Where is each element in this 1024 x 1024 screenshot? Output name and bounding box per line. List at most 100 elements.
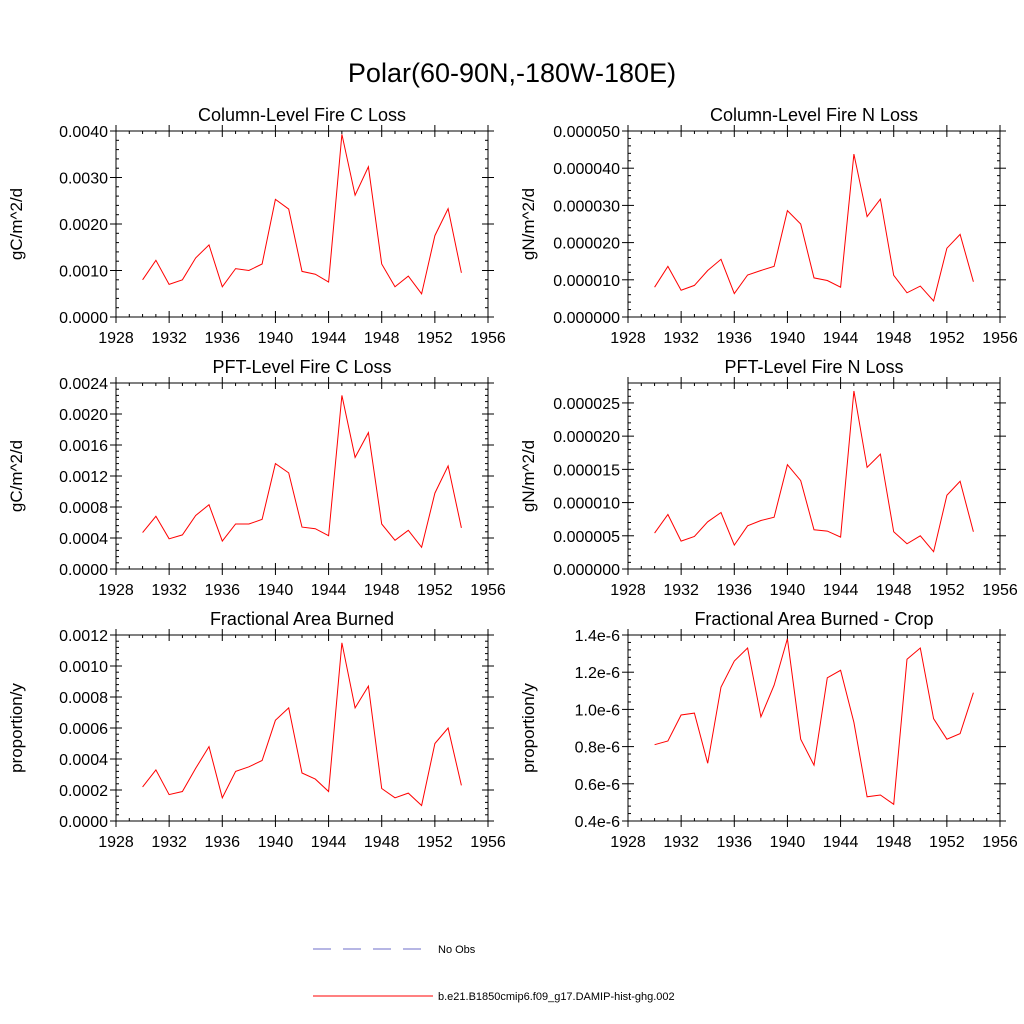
x-tick-label: 1948 xyxy=(876,330,912,347)
y-tick-label: 0.0000 xyxy=(59,310,108,327)
y-tick-label: 0.0004 xyxy=(59,752,108,769)
y-tick-label: 0.0024 xyxy=(59,376,108,393)
x-tick-label: 1948 xyxy=(364,834,400,851)
x-tick-label: 1952 xyxy=(929,330,965,347)
y-axis-label: proportion/y xyxy=(519,683,538,773)
y-axis-label: gC/m^2/d xyxy=(7,440,26,512)
panel-title: Fractional Area Burned - Crop xyxy=(694,609,933,629)
x-tick-label: 1936 xyxy=(204,330,240,347)
y-tick-label: 1.2e-6 xyxy=(575,665,620,682)
x-tick-label: 1932 xyxy=(663,834,699,851)
legend: No Obs b.e21.B1850cmip6.f09_g17.DAMIP-hi… xyxy=(313,944,675,1003)
y-tick-label: 0.000010 xyxy=(553,496,620,513)
y-tick-label: 0.000000 xyxy=(553,310,620,327)
x-tick-label: 1948 xyxy=(364,582,400,599)
series-line-1 xyxy=(142,395,462,549)
series-line-1 xyxy=(654,390,974,553)
plot-frame xyxy=(115,382,489,570)
chart-panel-3: PFT-Level Fire C Loss gC/m^2/d 1928 1932 193… xyxy=(7,357,506,599)
plot-frame xyxy=(627,382,1001,570)
chart-panel-4: PFT-Level Fire N Loss gN/m^2/d 1928 1932 193… xyxy=(519,357,1018,599)
x-tick-label: 1936 xyxy=(716,834,752,851)
x-tick-label: 1956 xyxy=(982,330,1018,347)
x-tick-label: 1928 xyxy=(610,330,646,347)
x-tick-label: 1940 xyxy=(258,582,294,599)
x-tick-label: 1932 xyxy=(663,330,699,347)
series-line-1 xyxy=(142,134,462,295)
y-tick-label: 0.0010 xyxy=(59,659,108,676)
x-tick-label: 1948 xyxy=(364,330,400,347)
x-tick-label: 1940 xyxy=(770,330,806,347)
x-tick-label: 1944 xyxy=(311,582,347,599)
x-tick-label: 1936 xyxy=(204,582,240,599)
chart-panel-5: Fractional Area Burned proportion/y 1928 19… xyxy=(7,609,506,851)
y-axis-label: proportion/y xyxy=(7,683,26,773)
x-tick-label: 1944 xyxy=(311,330,347,347)
x-tick-label: 1940 xyxy=(770,582,806,599)
y-axis-label: gN/m^2/d xyxy=(519,440,538,512)
x-tick-label: 1952 xyxy=(929,582,965,599)
y-tick-label: 0.000020 xyxy=(553,236,620,253)
panel-title: Column-Level Fire N Loss xyxy=(710,105,918,125)
y-tick-label: 0.0004 xyxy=(59,531,108,548)
panels: Column-Level Fire C Loss gC/m^2/d 1928 1932… xyxy=(7,105,1018,851)
y-tick-label: 0.000020 xyxy=(553,429,620,446)
x-tick-label: 1944 xyxy=(823,330,859,347)
y-tick-label: 0.000050 xyxy=(553,124,620,141)
y-tick-label: 0.6e-6 xyxy=(575,777,620,794)
legend-label-model: b.e21.B1850cmip6.f09_g17.DAMIP-hist-ghg.… xyxy=(438,991,675,1003)
x-tick-label: 1952 xyxy=(929,834,965,851)
x-tick-label: 1928 xyxy=(610,582,646,599)
x-tick-label: 1940 xyxy=(258,330,294,347)
x-tick-label: 1952 xyxy=(417,582,453,599)
y-tick-label: 0.0016 xyxy=(59,438,108,455)
y-tick-label: 0.0000 xyxy=(59,814,108,831)
plot-frame xyxy=(115,130,489,318)
x-tick-label: 1944 xyxy=(823,582,859,599)
plot-frame xyxy=(627,634,1001,822)
x-tick-label: 1936 xyxy=(716,330,752,347)
x-tick-label: 1928 xyxy=(98,834,134,851)
x-tick-label: 1932 xyxy=(663,582,699,599)
y-tick-label: 0.8e-6 xyxy=(575,740,620,757)
series-line-1 xyxy=(142,642,462,807)
x-tick-label: 1932 xyxy=(151,834,187,851)
series-line-1 xyxy=(654,153,974,303)
legend-label-no-obs: No Obs xyxy=(438,944,476,956)
y-tick-label: 0.000040 xyxy=(553,161,620,178)
x-tick-label: 1936 xyxy=(204,834,240,851)
x-tick-label: 1952 xyxy=(417,834,453,851)
x-tick-label: 1940 xyxy=(770,834,806,851)
chart-panel-6: Fractional Area Burned - Crop proportion/… xyxy=(519,609,1018,851)
x-tick-label: 1944 xyxy=(311,834,347,851)
x-tick-label: 1928 xyxy=(98,330,134,347)
y-tick-label: 0.4e-6 xyxy=(575,814,620,831)
y-tick-label: 0.000030 xyxy=(553,198,620,215)
x-tick-label: 1928 xyxy=(98,582,134,599)
x-tick-label: 1956 xyxy=(470,330,506,347)
y-tick-label: 0.000000 xyxy=(553,562,620,579)
x-tick-label: 1936 xyxy=(716,582,752,599)
y-tick-label: 0.0000 xyxy=(59,562,108,579)
y-tick-label: 0.0030 xyxy=(59,171,108,188)
chart-panel-1: Column-Level Fire C Loss gC/m^2/d 1928 1932… xyxy=(7,105,506,347)
x-tick-label: 1952 xyxy=(417,330,453,347)
y-tick-label: 0.0008 xyxy=(59,690,108,707)
panel-title: Column-Level Fire C Loss xyxy=(198,105,406,125)
y-tick-label: 0.000025 xyxy=(553,396,620,413)
panel-title: PFT-Level Fire N Loss xyxy=(724,357,903,377)
x-tick-label: 1932 xyxy=(151,582,187,599)
y-tick-label: 0.0020 xyxy=(59,217,108,234)
x-tick-label: 1944 xyxy=(823,834,859,851)
x-tick-label: 1928 xyxy=(610,834,646,851)
y-tick-label: 1.0e-6 xyxy=(575,702,620,719)
y-tick-label: 0.0002 xyxy=(59,783,108,800)
y-tick-label: 0.000015 xyxy=(553,462,620,479)
y-tick-label: 0.000005 xyxy=(553,529,620,546)
y-axis-label: gC/m^2/d xyxy=(7,188,26,260)
series-line-1 xyxy=(654,638,974,806)
x-tick-label: 1956 xyxy=(982,834,1018,851)
plot-frame xyxy=(115,634,489,822)
y-tick-label: 0.000010 xyxy=(553,273,620,290)
